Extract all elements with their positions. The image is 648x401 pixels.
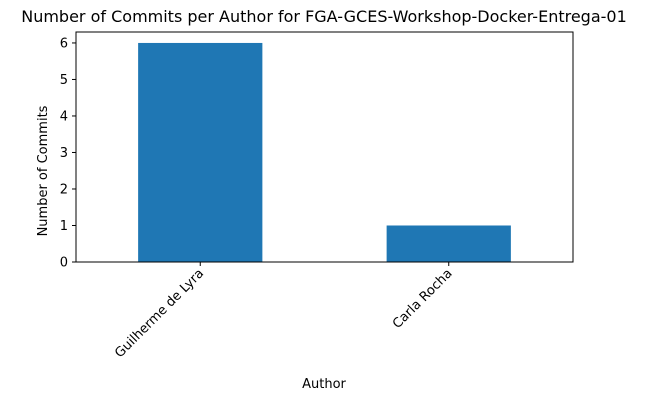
plot-frame [75,31,574,263]
y-axis: 0 1 2 3 4 5 6 [60,36,76,271]
y-tick-label: 2 [60,182,68,197]
bars-group [138,42,511,263]
chart-title: Number of Commits per Author for FGA-GCE… [21,7,627,26]
x-axis: Guilherme de Lyra Carla Rocha [112,262,456,361]
x-axis-label: Author [302,377,346,392]
bar [138,42,263,263]
x-tick-label: Carla Rocha [390,266,456,332]
y-tick-label: 1 [60,219,68,234]
y-tick-label: 0 [60,256,68,271]
bar [386,225,511,262]
y-tick-label: 4 [60,109,68,124]
y-tick-label: 3 [60,146,68,161]
x-tick-label: Guilherme de Lyra [112,266,207,361]
y-axis-label: Number of Commits [36,105,51,236]
y-tick-label: 6 [60,36,68,51]
y-tick-label: 5 [60,73,68,88]
